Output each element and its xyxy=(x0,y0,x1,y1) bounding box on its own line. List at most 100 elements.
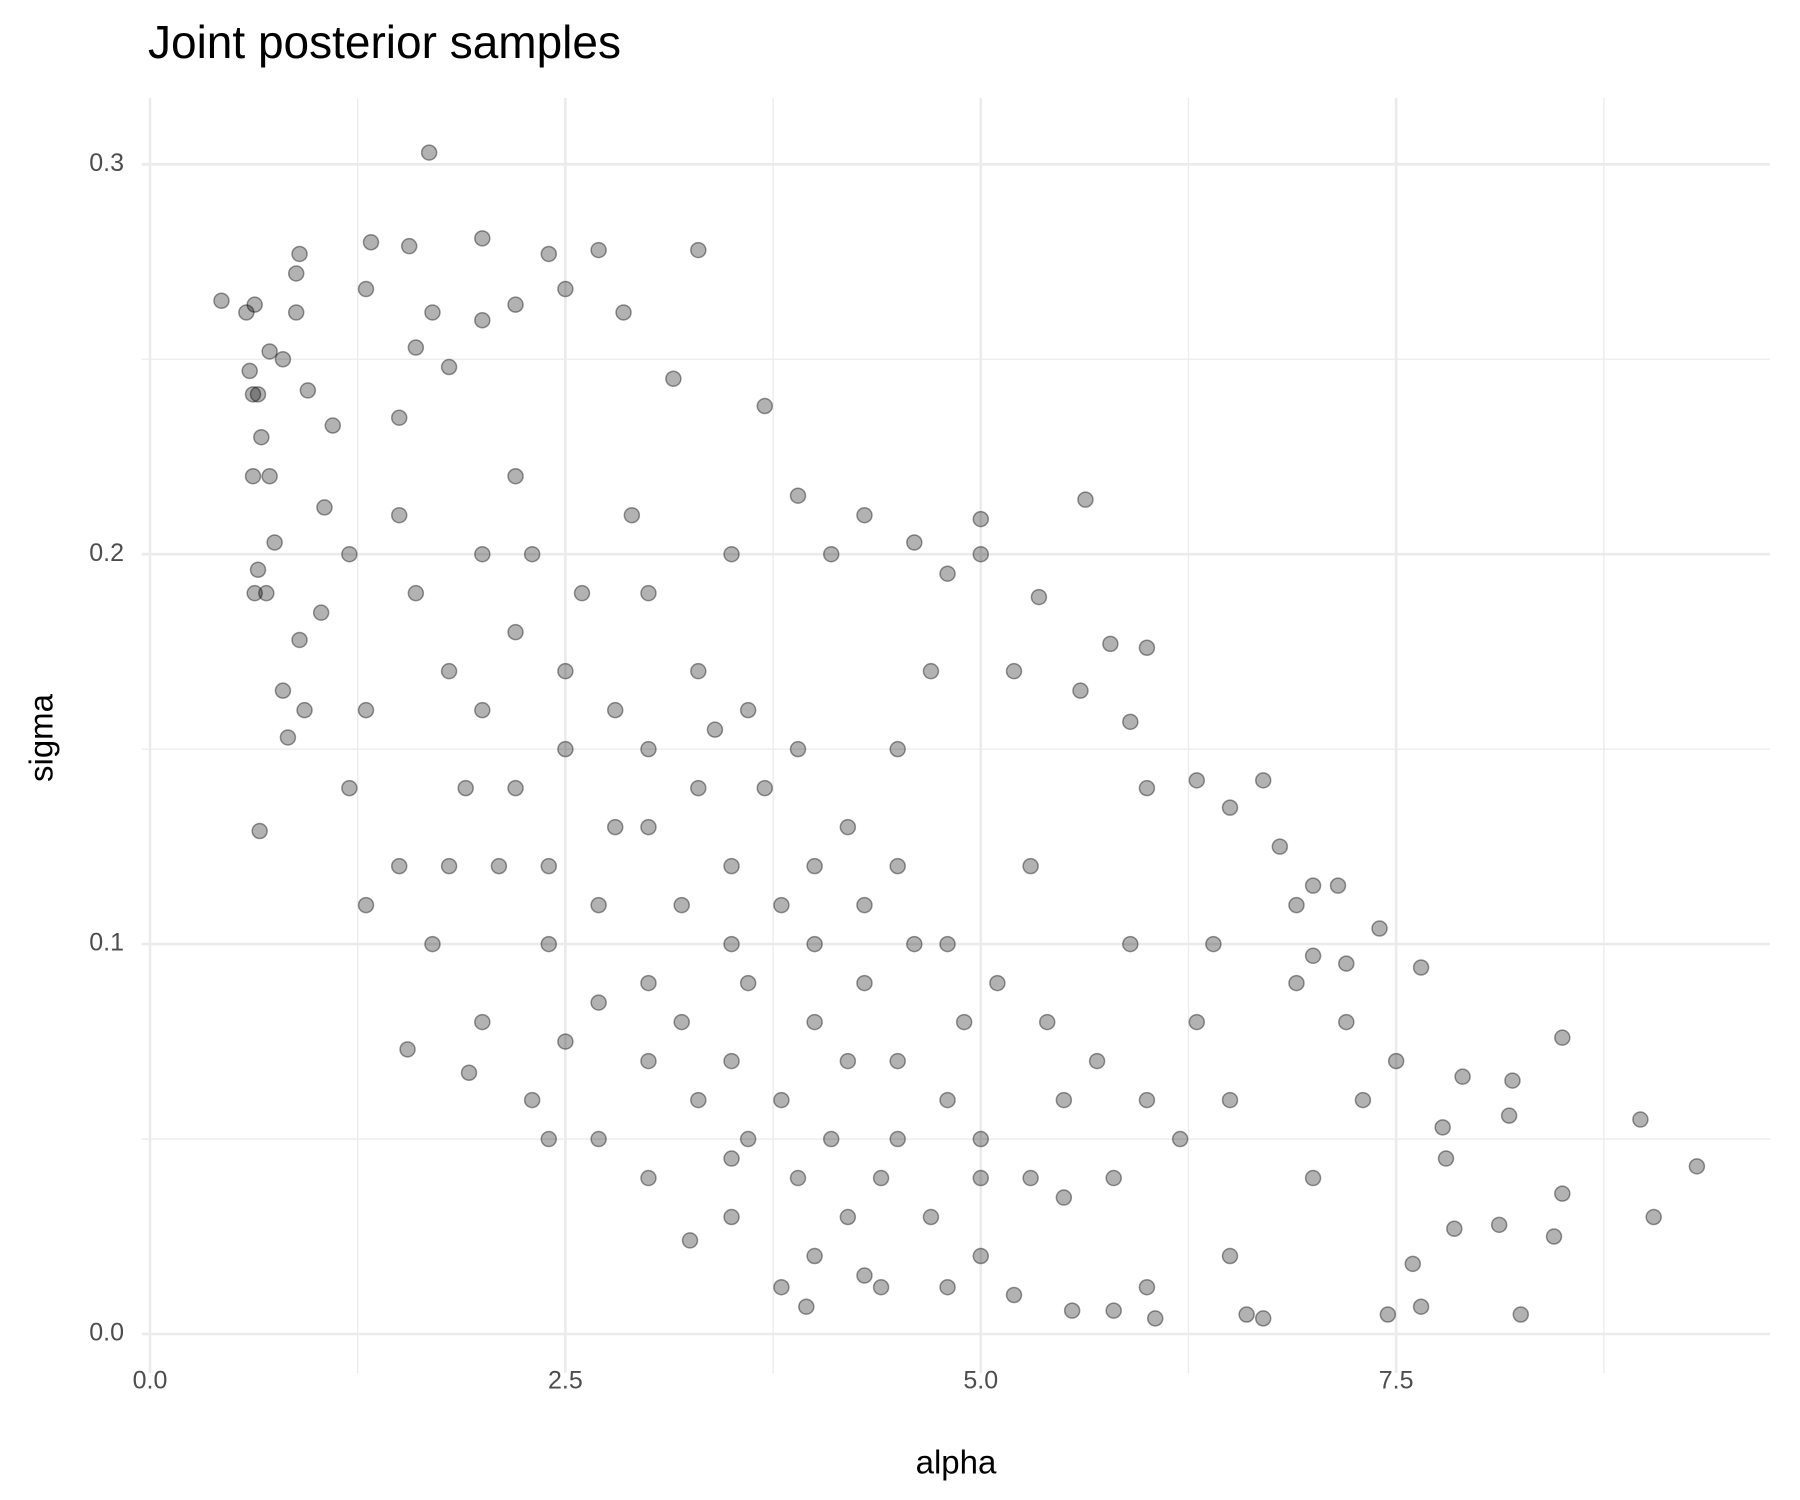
point xyxy=(889,1052,906,1070)
point xyxy=(440,857,458,875)
point xyxy=(1022,1169,1039,1187)
point xyxy=(246,584,263,602)
point xyxy=(723,857,740,875)
point xyxy=(789,740,807,758)
point xyxy=(1122,713,1139,731)
point xyxy=(773,1091,790,1109)
point xyxy=(839,1208,857,1226)
point xyxy=(856,896,873,914)
point xyxy=(507,779,524,797)
point xyxy=(287,265,305,282)
point xyxy=(690,241,707,259)
point xyxy=(640,584,657,602)
point xyxy=(523,1091,541,1109)
point xyxy=(1138,1278,1156,1296)
point xyxy=(1138,639,1156,657)
point xyxy=(640,974,657,992)
point xyxy=(1304,1169,1322,1187)
point xyxy=(822,1130,840,1148)
point xyxy=(723,935,740,953)
point xyxy=(400,237,418,255)
point xyxy=(972,1169,990,1187)
point xyxy=(939,935,956,953)
point xyxy=(251,822,268,840)
point xyxy=(1387,1052,1405,1070)
point xyxy=(1146,1310,1164,1327)
point xyxy=(989,974,1006,992)
point xyxy=(739,974,757,992)
point xyxy=(1632,1111,1649,1128)
point xyxy=(324,417,342,434)
point xyxy=(253,428,270,446)
point xyxy=(390,857,408,875)
point xyxy=(407,339,425,356)
point xyxy=(640,1169,657,1187)
point xyxy=(540,935,558,953)
point xyxy=(723,1208,740,1226)
point xyxy=(1122,935,1139,953)
point xyxy=(1354,1091,1372,1109)
point xyxy=(1088,1052,1106,1070)
point xyxy=(615,304,632,321)
point xyxy=(266,534,283,551)
point xyxy=(244,467,262,485)
point xyxy=(889,857,906,875)
point xyxy=(1288,896,1305,914)
point xyxy=(424,935,441,953)
point xyxy=(640,1052,657,1070)
point xyxy=(440,662,458,680)
point xyxy=(1138,779,1156,797)
point xyxy=(1545,1228,1563,1245)
y-tick-label: 0.0 xyxy=(89,1319,124,1347)
point xyxy=(723,1150,740,1167)
point xyxy=(590,994,607,1011)
point xyxy=(1188,1013,1206,1031)
point xyxy=(1379,1306,1397,1323)
point xyxy=(1077,491,1094,508)
point xyxy=(1338,955,1355,972)
point xyxy=(279,729,297,746)
point xyxy=(756,397,774,415)
y-axis-title: sigma xyxy=(23,693,60,782)
point xyxy=(972,545,990,563)
point xyxy=(390,506,408,524)
point xyxy=(640,818,657,836)
point xyxy=(507,467,524,485)
point xyxy=(856,1267,873,1284)
point xyxy=(474,545,491,563)
x-axis-title: alpha xyxy=(916,1444,997,1481)
point xyxy=(939,1091,956,1109)
point xyxy=(806,857,823,875)
point xyxy=(507,296,524,313)
point xyxy=(706,721,724,738)
point xyxy=(972,510,990,528)
point xyxy=(1105,1169,1122,1187)
point xyxy=(1005,662,1023,680)
point xyxy=(1554,1185,1571,1202)
point xyxy=(673,896,690,914)
points xyxy=(213,144,1706,1327)
point xyxy=(590,896,607,914)
point xyxy=(357,896,375,914)
point xyxy=(1188,772,1206,789)
point xyxy=(1490,1216,1508,1234)
point xyxy=(238,304,255,321)
point xyxy=(640,740,657,758)
point xyxy=(274,682,292,699)
point xyxy=(872,1169,890,1187)
point xyxy=(1055,1091,1073,1109)
point xyxy=(889,1130,906,1148)
point xyxy=(1688,1158,1706,1175)
y-tick-label: 0.2 xyxy=(89,539,124,567)
x-tick-label: 2.5 xyxy=(548,1367,583,1395)
point xyxy=(573,584,591,602)
point xyxy=(590,241,607,259)
y-tick-label: 0.3 xyxy=(89,149,124,177)
point xyxy=(1446,1220,1463,1237)
point xyxy=(287,304,305,321)
point xyxy=(296,701,313,719)
point xyxy=(773,1278,790,1296)
point xyxy=(341,779,358,797)
point xyxy=(1504,1072,1521,1089)
